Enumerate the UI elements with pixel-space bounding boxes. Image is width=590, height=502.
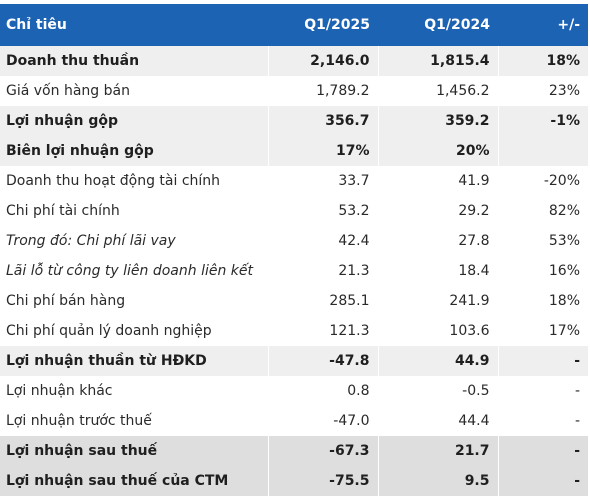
- row-label: Lợi nhuận trước thuế: [6, 413, 152, 429]
- table-row: Lợi nhuận trước thuế -47.0 44.4 -: [0, 406, 588, 436]
- table-row: Lợi nhuận sau thuế của CTM -75.5 9.5 -: [0, 466, 588, 496]
- table-row: Trong đó: Chi phí lãi vay 42.4 27.8 53%: [0, 226, 588, 256]
- table-row: Lợi nhuận thuần từ HĐKD -47.8 44.9 -: [0, 346, 588, 376]
- table-row: Lợi nhuận gộp 356.7 359.2 -1%: [0, 106, 588, 136]
- cell-q1-2024: 29.2: [377, 196, 498, 226]
- table-row: Chi phí tài chính 53.2 29.2 82%: [0, 196, 588, 226]
- row-label: Doanh thu hoạt động tài chính: [6, 173, 221, 189]
- row-label: Chi phí bán hàng: [6, 293, 126, 309]
- cell-q1-2024: 20%: [377, 136, 498, 166]
- cell-q1-2025: 121.3: [267, 316, 378, 346]
- row-label: Chi phí tài chính: [6, 203, 120, 219]
- cell-q1-2025: -47.0: [267, 406, 378, 436]
- cell-q1-2024: 21.7: [377, 436, 498, 466]
- cell-q1-2025: -75.5: [267, 466, 378, 496]
- cell-change: 16%: [497, 256, 588, 286]
- cell-change: 82%: [497, 196, 588, 226]
- cell-q1-2025: 33.7: [267, 166, 378, 196]
- cell-q1-2025: 42.4: [267, 226, 378, 256]
- row-label: Doanh thu thuần: [0, 46, 268, 76]
- header-change: +/-: [498, 4, 588, 46]
- cell-q1-2025: 17%: [267, 136, 378, 166]
- cell-change: -: [497, 466, 588, 496]
- cell-q1-2024: 41.9: [377, 166, 498, 196]
- row-label: Lợi nhuận gộp: [0, 106, 268, 136]
- row-label: Giá vốn hàng bán: [6, 83, 130, 99]
- table-row: Chi phí quản lý doanh nghiệp 121.3 103.6…: [0, 316, 588, 346]
- cell-change: -: [497, 376, 588, 406]
- row-label: Lợi nhuận sau thuế của CTM: [0, 466, 268, 496]
- cell-q1-2025: 21.3: [267, 256, 378, 286]
- cell-q1-2024: 9.5: [377, 466, 498, 496]
- header-q1-2025: Q1/2025: [268, 4, 378, 46]
- cell-change: 53%: [497, 226, 588, 256]
- cell-change: -1%: [497, 106, 588, 136]
- cell-q1-2025: -47.8: [267, 346, 378, 376]
- row-label: Lãi lỗ từ công ty liên doanh liên kết: [6, 263, 254, 279]
- cell-q1-2024: -0.5: [377, 376, 498, 406]
- cell-q1-2024: 103.6: [377, 316, 498, 346]
- cell-q1-2024: 241.9: [377, 286, 498, 316]
- cell-q1-2025: 53.2: [267, 196, 378, 226]
- table-header-row: Chỉ tiêu Q1/2025 Q1/2024 +/-: [0, 4, 588, 46]
- cell-q1-2024: 1,815.4: [377, 46, 498, 76]
- table-row: Chi phí bán hàng 285.1 241.9 18%: [0, 286, 588, 316]
- cell-change: 18%: [497, 286, 588, 316]
- cell-q1-2025: 356.7: [267, 106, 378, 136]
- row-label: Chi phí quản lý doanh nghiệp: [6, 323, 212, 339]
- cell-q1-2025: 1,789.2: [267, 76, 378, 106]
- cell-q1-2025: -67.3: [267, 436, 378, 466]
- cell-q1-2024: 27.8: [377, 226, 498, 256]
- header-indicator: Chỉ tiêu: [0, 4, 268, 46]
- cell-q1-2024: 1,456.2: [377, 76, 498, 106]
- cell-q1-2024: 359.2: [377, 106, 498, 136]
- row-label: Lợi nhuận khác: [6, 383, 113, 399]
- table-row: Giá vốn hàng bán 1,789.2 1,456.2 23%: [0, 76, 588, 106]
- cell-q1-2024: 44.9: [377, 346, 498, 376]
- table-row: Doanh thu hoạt động tài chính 33.7 41.9 …: [0, 166, 588, 196]
- table-row: Lãi lỗ từ công ty liên doanh liên kết 21…: [0, 256, 588, 286]
- cell-q1-2025: 285.1: [267, 286, 378, 316]
- row-label: Lợi nhuận sau thuế: [0, 436, 268, 466]
- cell-change: 18%: [497, 46, 588, 76]
- cell-change: -: [497, 436, 588, 466]
- row-label: Trong đó: Chi phí lãi vay: [6, 233, 176, 249]
- row-label: Biên lợi nhuận gộp: [0, 136, 268, 166]
- table-row: Biên lợi nhuận gộp 17% 20%: [0, 136, 588, 166]
- cell-q1-2024: 18.4: [377, 256, 498, 286]
- cell-q1-2025: 2,146.0: [267, 46, 378, 76]
- row-label: Lợi nhuận thuần từ HĐKD: [0, 346, 268, 376]
- table-row: Lợi nhuận sau thuế -67.3 21.7 -: [0, 436, 588, 466]
- cell-q1-2025: 0.8: [267, 376, 378, 406]
- cell-change: 17%: [497, 316, 588, 346]
- cell-change: -: [497, 346, 588, 376]
- financial-summary-table: Chỉ tiêu Q1/2025 Q1/2024 +/- Doanh thu t…: [0, 4, 588, 496]
- cell-change: 23%: [497, 76, 588, 106]
- cell-change: -20%: [497, 166, 588, 196]
- cell-q1-2024: 44.4: [377, 406, 498, 436]
- cell-change: [497, 136, 588, 166]
- cell-change: -: [497, 406, 588, 436]
- table-row: Lợi nhuận khác 0.8 -0.5 -: [0, 376, 588, 406]
- header-q1-2024: Q1/2024: [378, 4, 498, 46]
- table-row: Doanh thu thuần 2,146.0 1,815.4 18%: [0, 46, 588, 76]
